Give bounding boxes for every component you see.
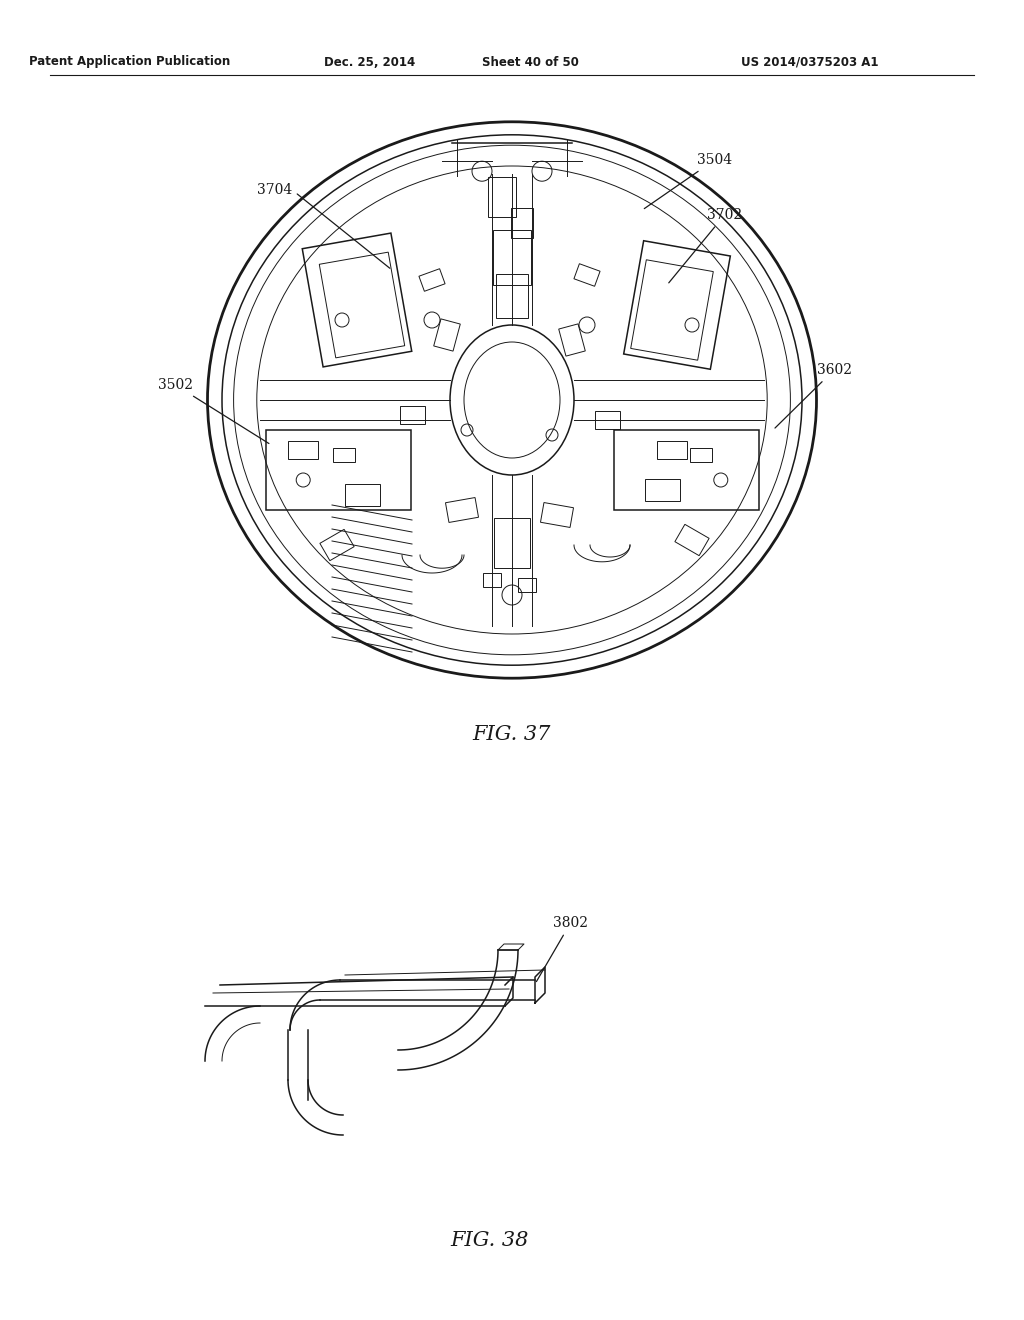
Bar <box>419 269 445 292</box>
Ellipse shape <box>257 166 767 634</box>
Ellipse shape <box>222 135 802 665</box>
Ellipse shape <box>208 121 816 678</box>
Bar <box>288 441 318 459</box>
Bar <box>496 275 528 318</box>
Bar <box>319 252 404 358</box>
Bar <box>656 441 686 459</box>
Ellipse shape <box>233 145 791 655</box>
Text: FIG. 37: FIG. 37 <box>473 726 551 744</box>
Bar <box>573 264 600 286</box>
Bar <box>511 209 534 238</box>
Ellipse shape <box>464 342 560 458</box>
Bar <box>445 498 478 523</box>
Bar <box>541 503 573 528</box>
Bar <box>689 447 712 462</box>
Text: Dec. 25, 2014: Dec. 25, 2014 <box>325 55 416 69</box>
Bar <box>494 517 530 568</box>
Text: US 2014/0375203 A1: US 2014/0375203 A1 <box>741 55 879 69</box>
Bar <box>265 430 411 510</box>
Bar <box>631 260 714 360</box>
Text: Sheet 40 of 50: Sheet 40 of 50 <box>481 55 579 69</box>
Bar <box>595 411 620 429</box>
Ellipse shape <box>450 325 574 475</box>
Bar <box>333 447 354 462</box>
Bar <box>644 479 680 502</box>
Text: 3702: 3702 <box>669 209 742 282</box>
Text: 3504: 3504 <box>644 153 732 209</box>
Bar <box>319 529 354 561</box>
Bar <box>344 484 380 506</box>
Bar <box>399 407 425 424</box>
Text: 3502: 3502 <box>158 378 269 444</box>
Bar <box>483 573 501 587</box>
Bar <box>675 524 710 556</box>
Text: 3704: 3704 <box>257 183 390 268</box>
Bar <box>518 578 536 591</box>
Text: FIG. 38: FIG. 38 <box>451 1230 529 1250</box>
Bar <box>488 177 516 218</box>
Bar <box>493 230 531 285</box>
Bar <box>434 319 460 351</box>
Text: 3802: 3802 <box>537 916 588 982</box>
Text: Patent Application Publication: Patent Application Publication <box>30 55 230 69</box>
Bar <box>559 323 586 356</box>
Bar <box>302 234 412 367</box>
Bar <box>613 430 759 510</box>
Text: 3602: 3602 <box>775 363 852 428</box>
Bar <box>624 240 730 370</box>
